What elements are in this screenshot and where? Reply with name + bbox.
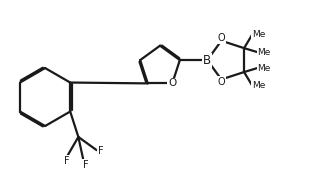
Text: F: F xyxy=(83,160,88,170)
Text: Me: Me xyxy=(252,81,265,90)
Text: O: O xyxy=(218,33,225,43)
Text: O: O xyxy=(168,78,176,88)
Text: Me: Me xyxy=(257,48,271,57)
Text: F: F xyxy=(98,146,104,156)
Text: F: F xyxy=(64,156,70,166)
Text: Me: Me xyxy=(257,64,271,73)
Text: O: O xyxy=(218,77,225,87)
Text: B: B xyxy=(203,54,211,66)
Text: Me: Me xyxy=(252,30,265,39)
